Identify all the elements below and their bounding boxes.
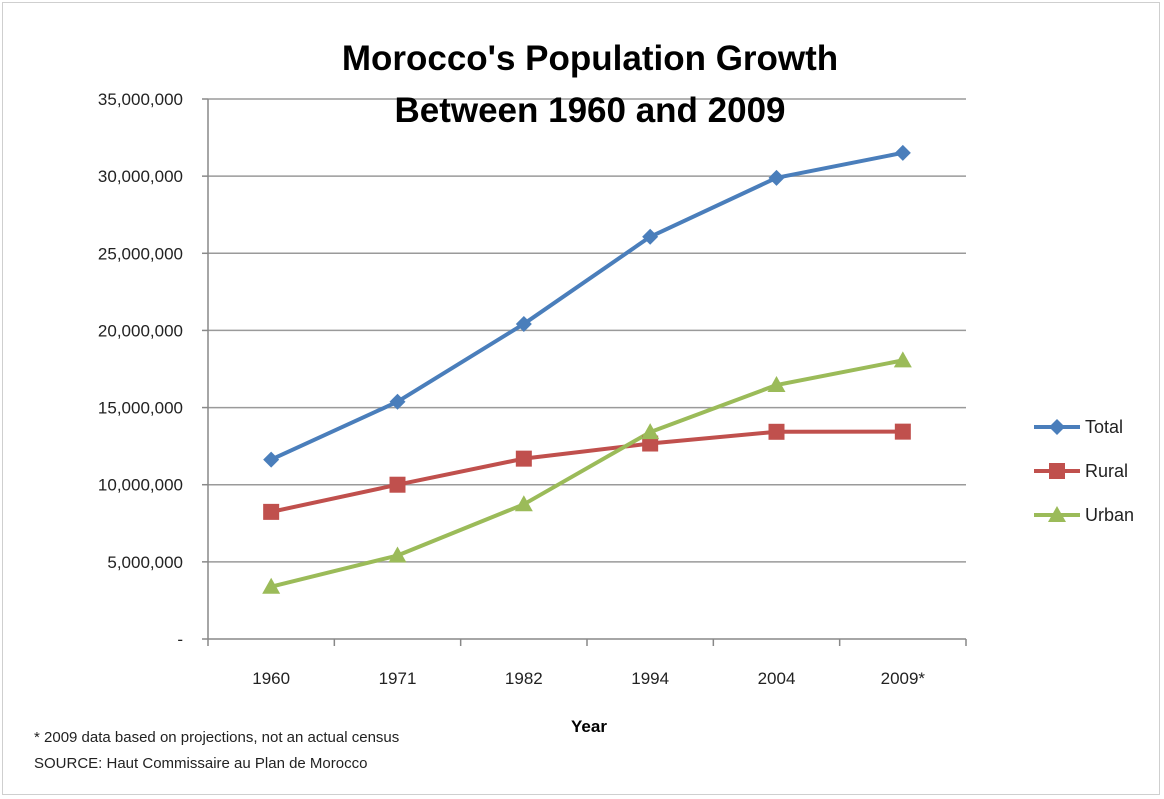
- x-tick-label: 1982: [505, 669, 543, 688]
- data-point-rural: [894, 423, 911, 440]
- data-point-total: [894, 144, 911, 161]
- data-point-rural: [515, 450, 532, 467]
- y-tick-label: 30,000,000: [98, 167, 183, 186]
- y-tick-label: 5,000,000: [107, 553, 183, 572]
- x-tick-label: 2004: [758, 669, 796, 688]
- y-tick-labels: - 5,000,000 10,000,000 15,000,000 20,000,000…: [98, 90, 183, 649]
- y-tick-label: 35,000,000: [98, 90, 183, 109]
- data-point-total: [642, 228, 659, 245]
- legend-marker-urban: [1048, 506, 1066, 522]
- x-tick-label: 1971: [379, 669, 417, 688]
- data-point-urban: [641, 423, 660, 440]
- y-tick-label: -: [177, 630, 183, 649]
- x-axis-label: Year: [571, 717, 607, 736]
- legend-label-rural: Rural: [1085, 461, 1128, 481]
- legend-marker-total: [1049, 419, 1065, 435]
- series-line-urban: [269, 358, 905, 589]
- legend-label-urban: Urban: [1085, 505, 1134, 525]
- footnote: * 2009 data based on projections, not an…: [34, 729, 399, 746]
- chart-title-line-2: Between 1960 and 2009: [394, 91, 785, 130]
- data-point-rural: [768, 423, 785, 440]
- data-point-urban: [767, 376, 786, 393]
- legend-marker-rural: [1049, 463, 1065, 479]
- axes: [202, 98, 967, 646]
- data-point-rural: [389, 476, 406, 493]
- gridlines: [208, 98, 966, 563]
- x-tick-label: 1994: [631, 669, 669, 688]
- x-tick-label: 2009*: [881, 669, 926, 688]
- data-point-urban: [262, 577, 281, 594]
- data-point-total: [389, 393, 406, 410]
- data-point-total: [768, 169, 785, 186]
- data-point-urban: [514, 495, 533, 512]
- legend: Total Rural Urban: [1034, 417, 1134, 525]
- data-point-total: [515, 315, 532, 332]
- data-point-rural: [263, 503, 280, 520]
- chart-title-line-1: Morocco's Population Growth: [342, 39, 838, 78]
- data-point-total: [263, 451, 280, 468]
- data-point-rural: [642, 435, 659, 452]
- source-note: SOURCE: Haut Commissaire au Plan de Moro…: [34, 755, 367, 772]
- y-tick-label: 20,000,000: [98, 321, 183, 340]
- series-line-rural: [269, 429, 905, 514]
- y-tick-label: 15,000,000: [98, 399, 183, 418]
- series-lines: [269, 150, 905, 589]
- x-tick-labels: 1960 1971 1982 1994 2004 2009*: [252, 669, 925, 688]
- legend-label-total: Total: [1085, 417, 1123, 437]
- y-tick-label: 10,000,000: [98, 476, 183, 495]
- series-line-total: [269, 150, 905, 462]
- y-tick-label: 25,000,000: [98, 244, 183, 263]
- data-point-urban: [388, 546, 407, 563]
- data-point-urban: [893, 351, 912, 368]
- series-markers: [262, 144, 912, 594]
- x-tick-label: 1960: [252, 669, 290, 688]
